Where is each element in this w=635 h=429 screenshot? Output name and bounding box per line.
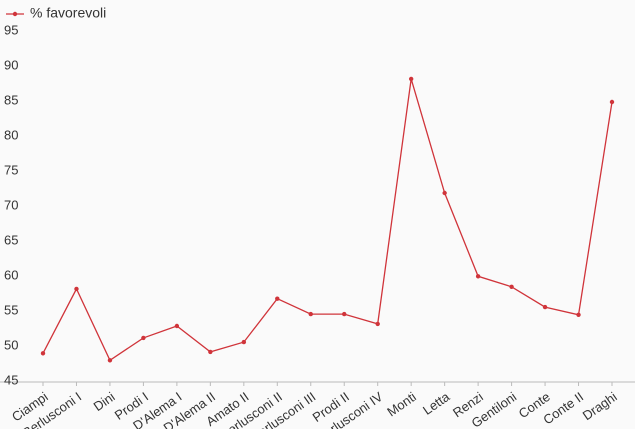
point xyxy=(442,190,447,196)
x-tick-label: Draghi xyxy=(580,389,620,423)
point xyxy=(107,358,113,363)
point xyxy=(208,349,213,355)
point xyxy=(609,99,615,105)
x-tick-label: Monti xyxy=(384,389,419,420)
point xyxy=(342,311,347,317)
y-tick-label: 70 xyxy=(4,197,18,212)
point xyxy=(275,296,280,301)
point xyxy=(408,76,414,82)
y-tick-label: 55 xyxy=(4,302,18,317)
line xyxy=(42,78,613,362)
point xyxy=(174,323,180,329)
point xyxy=(475,274,481,279)
y-tick-label: 90 xyxy=(4,57,18,72)
y-tick-label: 45 xyxy=(4,372,18,387)
y-tick-label: 95 xyxy=(4,22,18,37)
y-tick-label: 80 xyxy=(4,127,18,142)
x-tick-label: Letta xyxy=(420,389,453,418)
point xyxy=(40,351,46,356)
point xyxy=(141,335,146,341)
point xyxy=(308,311,313,317)
y-tick-label: 60 xyxy=(4,267,18,282)
point xyxy=(375,321,380,327)
legend-label: % favorevoli xyxy=(30,5,106,21)
point xyxy=(576,312,581,317)
y-tick-label: 50 xyxy=(4,337,18,352)
point xyxy=(241,339,247,345)
y-tick-label: 75 xyxy=(4,162,18,177)
legend-swatch xyxy=(12,11,18,17)
y-tick-label: 85 xyxy=(4,92,18,107)
point xyxy=(542,304,548,310)
point xyxy=(509,284,514,289)
point xyxy=(74,286,79,292)
y-tick-label: 65 xyxy=(4,232,18,247)
